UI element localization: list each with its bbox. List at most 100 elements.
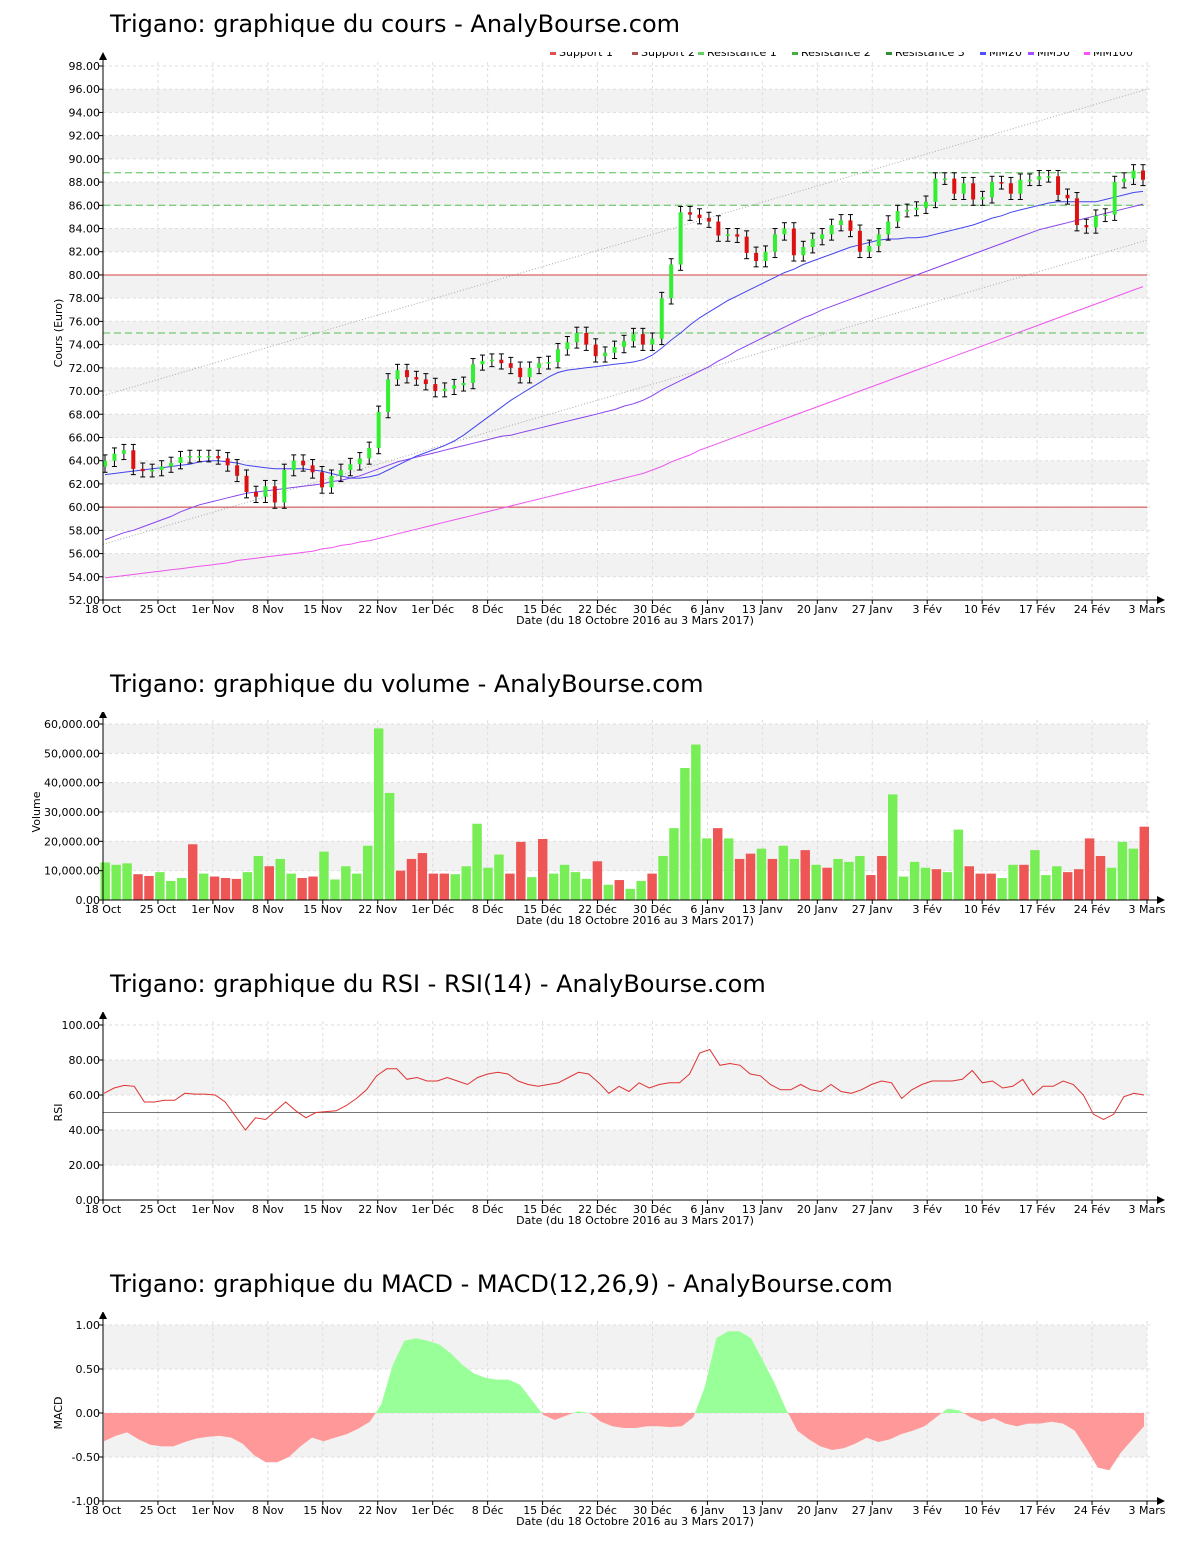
x-tick-label: 10 Fév: [964, 1504, 1001, 1517]
plot-band: [103, 228, 1147, 252]
x-tick-label: 8 Déc: [472, 603, 504, 616]
x-tick-label: 15 Nov: [303, 603, 342, 616]
candle-body: [895, 211, 900, 222]
candle: [1017, 173, 1023, 200]
candle-body: [508, 363, 513, 368]
volume-bar: [702, 838, 712, 900]
x-axis-arrow: [1157, 1196, 1165, 1204]
plot-band: [103, 724, 1147, 754]
candle: [253, 485, 259, 503]
candle-body: [942, 178, 947, 181]
candle: [640, 327, 646, 351]
x-tick-label: 13 Janv: [742, 603, 783, 616]
price-chart-title: Trigano: graphique du cours - AnalyBours…: [110, 10, 681, 38]
volume-bar: [439, 873, 449, 900]
candle-body: [178, 457, 183, 464]
x-tick-label: 15 Nov: [303, 1504, 342, 1517]
candle-body: [140, 468, 145, 472]
candle-body: [499, 359, 504, 364]
y-axis-arrow: [99, 1312, 107, 1319]
candle: [763, 245, 769, 268]
candle: [413, 370, 419, 386]
volume-bar: [986, 873, 996, 900]
plot-band: [103, 553, 1147, 577]
candle-body: [678, 212, 683, 265]
candle-body: [980, 197, 985, 200]
y-tick-label: 50,000.00: [44, 747, 100, 760]
candle: [1008, 176, 1014, 200]
volume-bar: [188, 844, 198, 900]
candle-body: [433, 384, 438, 392]
volume-bar: [658, 856, 668, 900]
candle: [300, 454, 306, 472]
x-tick-label: 17 Fév: [1019, 603, 1056, 616]
x-tick-label: 22 Nov: [358, 1203, 397, 1216]
candle-body: [253, 492, 258, 497]
legend-swatch: [1028, 52, 1034, 55]
candle: [442, 382, 448, 398]
y-tick-label: 70.00: [69, 385, 101, 398]
legend-swatch: [632, 52, 638, 55]
candle-body: [121, 450, 126, 454]
x-tick-label: 25 Oct: [140, 1203, 177, 1216]
y-tick-label: 58.00: [69, 524, 101, 537]
plot-band: [103, 182, 1147, 206]
x-tick-label: 1er Déc: [411, 1203, 454, 1216]
x-tick-label: 22 Déc: [578, 603, 617, 616]
plot-band: [103, 460, 1147, 484]
y-axis-title: RSI: [52, 1104, 65, 1122]
x-tick-label: 22 Nov: [358, 603, 397, 616]
volume-bar: [844, 861, 854, 900]
volume-bar: [877, 856, 887, 900]
y-tick-label: 1.00: [76, 1319, 101, 1332]
y-axis-title: Cours (Euro): [52, 299, 65, 368]
volume-bar: [133, 874, 143, 900]
plot-band: [103, 367, 1147, 392]
candle-body: [263, 486, 268, 497]
candle: [244, 469, 250, 499]
volume-bar: [866, 875, 876, 900]
y-tick-label: 56.00: [69, 548, 101, 561]
volume-bar: [647, 873, 657, 900]
volume-bar: [155, 872, 165, 900]
y-tick-label: 86.00: [69, 199, 101, 212]
candle-body: [857, 230, 862, 252]
volume-bar: [942, 872, 953, 900]
volume-bar: [680, 768, 690, 900]
candle-body: [187, 456, 192, 458]
candle: [1046, 169, 1052, 183]
volume-bar: [505, 873, 515, 900]
candle-body: [961, 183, 966, 194]
candle: [564, 335, 570, 356]
y-tick-label: 92.00: [69, 130, 101, 143]
x-tick-label: 6 Janv: [690, 603, 724, 616]
x-tick-label: 13 Janv: [742, 1504, 783, 1517]
candle-body: [225, 458, 230, 466]
x-axis-title: Date (du 18 Octobre 2016 au 3 Mars 2017): [516, 614, 754, 627]
y-tick-label: 54.00: [69, 571, 101, 584]
x-tick-label: 25 Oct: [140, 1504, 177, 1517]
volume-bar: [756, 848, 767, 900]
candle: [272, 479, 278, 509]
y-tick-label: 72.00: [69, 362, 101, 375]
x-tick-label: 25 Oct: [140, 903, 177, 916]
volume-bar: [242, 872, 253, 900]
volume-bar: [691, 744, 701, 900]
candle: [234, 459, 240, 483]
candle: [517, 361, 523, 384]
x-tick-label: 30 Déc: [633, 903, 672, 916]
x-tick-label: 25 Oct: [140, 603, 177, 616]
volume-bar: [1106, 867, 1117, 900]
volume-bar: [1008, 864, 1018, 900]
y-tick-label: 88.00: [69, 176, 101, 189]
x-tick-label: 20 Janv: [797, 1504, 838, 1517]
x-tick-label: 15 Déc: [523, 603, 562, 616]
volume-bar: [494, 854, 504, 900]
candle-body: [933, 178, 938, 202]
candle: [461, 376, 467, 392]
candle: [772, 228, 778, 259]
volume-bar: [275, 858, 285, 900]
candle: [395, 363, 401, 386]
y-tick-label: 80.00: [69, 1054, 101, 1067]
x-tick-label: 6 Janv: [690, 903, 724, 916]
